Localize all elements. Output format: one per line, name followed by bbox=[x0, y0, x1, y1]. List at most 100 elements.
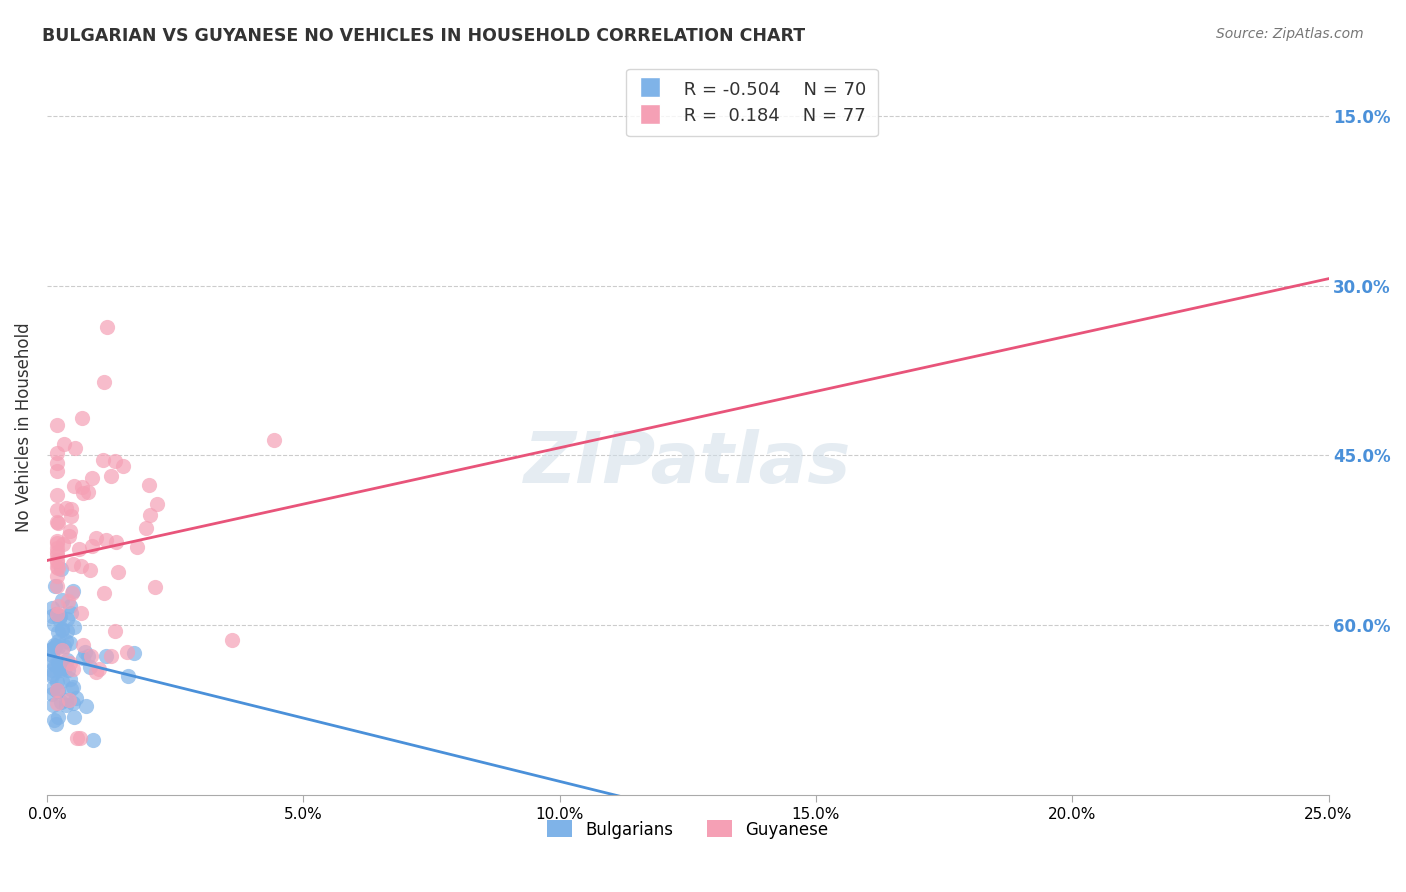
Guyanese bbox=[117, 645, 139, 659]
Bulgarians bbox=[52, 657, 75, 672]
Bulgarians bbox=[52, 661, 75, 675]
Guyanese bbox=[77, 485, 100, 500]
Bulgarians bbox=[53, 640, 76, 654]
Guyanese bbox=[70, 480, 93, 494]
Guyanese bbox=[58, 529, 80, 543]
Bulgarians bbox=[44, 639, 66, 653]
Guyanese bbox=[46, 503, 69, 517]
Guyanese bbox=[66, 731, 89, 746]
Guyanese bbox=[79, 564, 101, 578]
Bulgarians bbox=[41, 609, 63, 624]
Bulgarians bbox=[45, 607, 67, 621]
Guyanese bbox=[56, 593, 79, 607]
Bulgarians bbox=[41, 648, 63, 662]
Bulgarians bbox=[49, 695, 72, 709]
Bulgarians bbox=[63, 710, 86, 724]
Guyanese bbox=[143, 580, 166, 594]
Guyanese bbox=[58, 656, 80, 670]
Bulgarians bbox=[41, 663, 63, 677]
Guyanese bbox=[59, 502, 82, 516]
Guyanese bbox=[62, 479, 84, 493]
Guyanese bbox=[52, 537, 75, 551]
Guyanese bbox=[46, 559, 69, 574]
Bulgarians bbox=[55, 698, 77, 712]
Bulgarians bbox=[62, 584, 84, 599]
Guyanese bbox=[138, 478, 160, 492]
Guyanese bbox=[46, 696, 69, 710]
Bulgarians bbox=[49, 663, 72, 677]
Guyanese bbox=[46, 545, 69, 559]
Guyanese bbox=[52, 437, 75, 451]
Guyanese bbox=[135, 520, 157, 534]
Guyanese bbox=[46, 579, 69, 593]
Bulgarians bbox=[77, 648, 100, 663]
Guyanese bbox=[138, 508, 160, 522]
Bulgarians bbox=[59, 673, 82, 687]
Bulgarians bbox=[46, 640, 69, 654]
Bulgarians bbox=[48, 661, 70, 675]
Bulgarians bbox=[60, 606, 83, 620]
Bulgarians bbox=[44, 714, 66, 728]
Guyanese bbox=[46, 555, 69, 569]
Bulgarians bbox=[58, 599, 80, 613]
Bulgarians bbox=[59, 636, 82, 650]
Guyanese bbox=[46, 541, 69, 555]
Guyanese bbox=[84, 531, 107, 545]
Bulgarians bbox=[41, 642, 63, 657]
Bulgarians bbox=[46, 634, 69, 648]
Bulgarians bbox=[41, 666, 63, 681]
Guyanese bbox=[69, 558, 91, 573]
Bulgarians bbox=[94, 649, 117, 664]
Bulgarians bbox=[44, 657, 66, 672]
Bulgarians bbox=[53, 660, 76, 674]
Guyanese bbox=[46, 464, 69, 478]
Guyanese bbox=[69, 731, 91, 746]
Guyanese bbox=[46, 456, 69, 470]
Guyanese bbox=[100, 469, 122, 483]
Guyanese bbox=[72, 638, 94, 652]
Guyanese bbox=[80, 539, 103, 553]
Guyanese bbox=[46, 515, 69, 529]
Bulgarians bbox=[59, 681, 82, 696]
Guyanese bbox=[46, 553, 69, 567]
Guyanese bbox=[70, 607, 93, 621]
Guyanese bbox=[72, 486, 94, 500]
Bulgarians bbox=[46, 710, 69, 724]
Bulgarians bbox=[73, 645, 96, 659]
Bulgarians bbox=[51, 593, 73, 607]
Guyanese bbox=[62, 586, 84, 600]
Bulgarians bbox=[48, 612, 70, 626]
Bulgarians bbox=[48, 684, 70, 698]
Bulgarians bbox=[41, 669, 63, 683]
Guyanese bbox=[46, 516, 69, 531]
Bulgarians bbox=[62, 680, 84, 694]
Guyanese bbox=[104, 624, 127, 638]
Guyanese bbox=[58, 693, 80, 707]
Bulgarians bbox=[82, 733, 104, 747]
Guyanese bbox=[70, 410, 93, 425]
Guyanese bbox=[46, 536, 69, 550]
Guyanese bbox=[96, 320, 118, 334]
Text: Source: ZipAtlas.com: Source: ZipAtlas.com bbox=[1216, 27, 1364, 41]
Guyanese bbox=[107, 565, 129, 579]
Guyanese bbox=[46, 417, 69, 432]
Bulgarians bbox=[55, 634, 77, 648]
Bulgarians bbox=[51, 561, 73, 575]
Guyanese bbox=[82, 471, 104, 485]
Guyanese bbox=[46, 533, 69, 548]
Guyanese bbox=[46, 446, 69, 460]
Guyanese bbox=[100, 648, 122, 663]
Bulgarians bbox=[56, 624, 79, 639]
Bulgarians bbox=[46, 674, 69, 689]
Guyanese bbox=[91, 453, 114, 467]
Guyanese bbox=[67, 542, 90, 557]
Bulgarians bbox=[44, 717, 66, 731]
Legend: Bulgarians, Guyanese: Bulgarians, Guyanese bbox=[540, 814, 835, 846]
Bulgarians bbox=[62, 696, 84, 710]
Guyanese bbox=[93, 376, 115, 390]
Bulgarians bbox=[46, 625, 69, 640]
Guyanese bbox=[84, 665, 107, 680]
Guyanese bbox=[46, 487, 69, 501]
Bulgarians bbox=[44, 640, 66, 654]
Guyanese bbox=[96, 533, 118, 548]
